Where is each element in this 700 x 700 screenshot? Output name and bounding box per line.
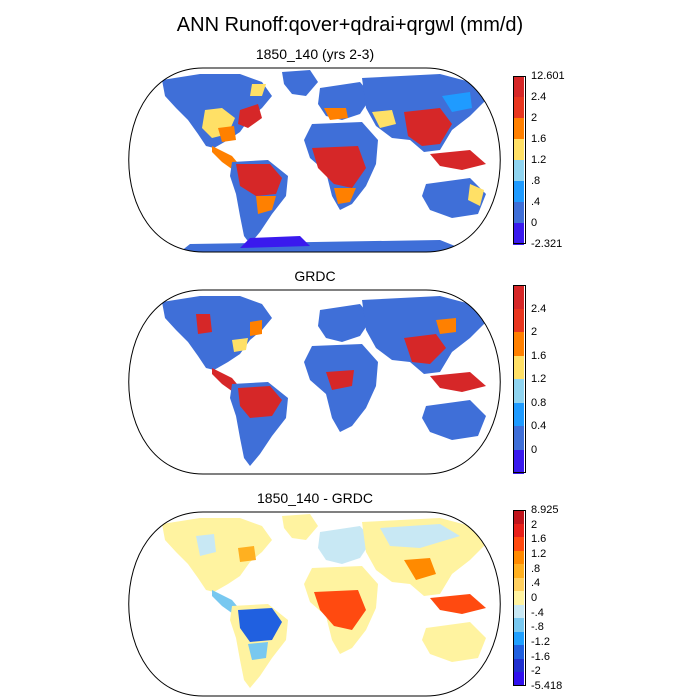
colorbar-label: 1.6 — [531, 133, 547, 145]
colorbar-label: .8 — [531, 562, 541, 575]
map-panel-3 — [128, 512, 501, 696]
colorbar-label: -2.321 — [531, 238, 563, 250]
colorbar-swatch — [513, 223, 524, 245]
colorbar-swatch — [513, 202, 524, 224]
colorbar-label: 1.2 — [531, 154, 547, 166]
colorbar-swatch — [513, 379, 524, 403]
colorbar-frame — [513, 510, 526, 686]
colorbar-label: 0.8 — [531, 396, 547, 409]
colorbar-label: 1.2 — [531, 373, 547, 385]
colorbar-label: 0 — [531, 592, 538, 604]
colorbar-label: 1.2 — [531, 548, 547, 560]
colorbar-label: -.8 — [531, 621, 544, 634]
colorbar-label: -1.6 — [531, 650, 550, 663]
colorbar-label: 1.6 — [531, 349, 547, 362]
colorbar-swatch — [513, 604, 524, 619]
colorbar-swatch — [513, 618, 524, 633]
colorbar-swatch — [513, 645, 524, 660]
colorbar-swatch — [513, 537, 524, 552]
colorbar-frame — [513, 285, 526, 473]
colorbar-swatch — [513, 658, 524, 673]
map-panel-1 — [128, 68, 501, 252]
colorbar-swatch — [513, 285, 524, 309]
colorbar-label: 2 — [531, 326, 538, 338]
colorbar-label: .4 — [531, 196, 541, 208]
panel-1-title: 1850_140 (yrs 2-3) — [255, 46, 375, 62]
panel-2-title: GRDC — [294, 268, 336, 284]
map-panel-2 — [128, 290, 501, 474]
colorbar-swatch — [513, 402, 524, 427]
colorbar-label: 8.925 — [531, 504, 559, 516]
colorbar-label: 0.4 — [531, 420, 547, 432]
colorbar-swatch — [513, 76, 524, 98]
colorbar-label: .8 — [531, 175, 541, 187]
colorbar-swatch — [513, 672, 524, 687]
colorbar-swatch — [513, 631, 524, 646]
colorbar-swatch — [513, 564, 524, 579]
colorbar-label: -1.2 — [531, 636, 550, 648]
colorbar-label: 0 — [531, 443, 538, 456]
colorbar-label: 2.4 — [531, 302, 547, 315]
colorbar-label: 2 — [531, 518, 538, 531]
colorbar-label: -2 — [531, 665, 541, 678]
colorbar-swatch — [513, 181, 524, 203]
colorbar-swatch — [513, 591, 524, 606]
colorbar-label: -5.418 — [531, 680, 563, 692]
colorbar-label: .4 — [531, 577, 541, 590]
colorbar-swatch — [513, 97, 524, 119]
colorbar-swatch — [513, 118, 524, 140]
colorbar-swatch — [513, 355, 524, 380]
colorbar-label: 2.4 — [531, 91, 547, 103]
colorbar-label: 0 — [531, 217, 538, 229]
colorbar-swatch — [513, 577, 524, 592]
figure-title: ANN Runoff:qover+qdrai+qrgwl (mm/d) — [176, 14, 524, 36]
colorbar-label: -.4 — [531, 606, 544, 619]
colorbar-swatch — [513, 332, 524, 356]
colorbar-swatch — [513, 523, 524, 538]
colorbar-frame — [513, 76, 526, 244]
colorbar-swatch — [513, 139, 524, 161]
colorbar-swatch — [513, 550, 524, 565]
colorbar-swatch — [513, 510, 524, 525]
colorbar-label: 2 — [531, 112, 538, 124]
colorbar-swatch — [513, 426, 524, 450]
colorbar-swatch — [513, 160, 524, 182]
colorbar-label: 1.6 — [531, 533, 547, 546]
colorbar-swatch — [513, 449, 524, 474]
panel-3-title: 1850_140 - GRDC — [257, 490, 373, 506]
colorbar-label: 12.601 — [531, 70, 565, 82]
colorbar-swatch — [513, 308, 524, 333]
